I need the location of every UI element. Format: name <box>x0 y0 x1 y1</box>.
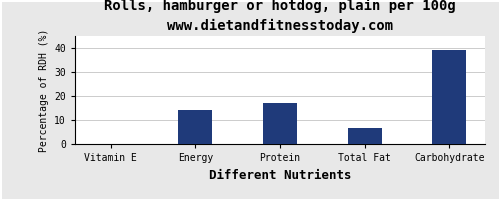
Bar <box>263 103 297 144</box>
Bar <box>178 110 212 144</box>
X-axis label: Different Nutrients: Different Nutrients <box>209 169 351 182</box>
Bar <box>432 50 466 144</box>
Title: Rolls, hamburger or hotdog, plain per 100g
www.dietandfitnesstoday.com: Rolls, hamburger or hotdog, plain per 10… <box>104 0 456 33</box>
Bar <box>348 128 382 144</box>
Y-axis label: Percentage of RDH (%): Percentage of RDH (%) <box>38 28 48 152</box>
